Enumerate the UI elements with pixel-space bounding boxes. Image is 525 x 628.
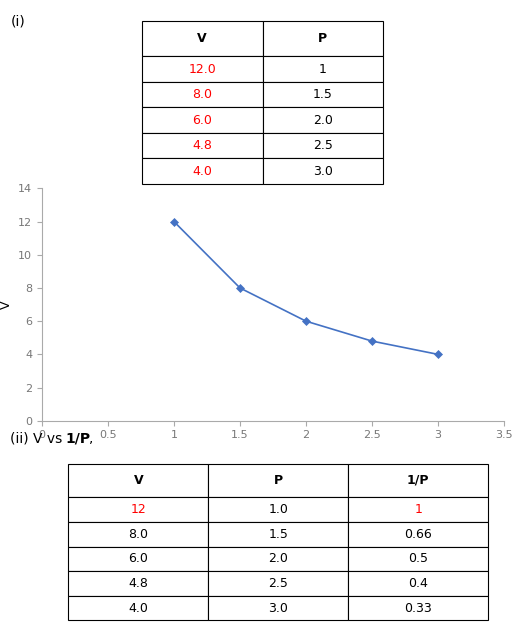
Text: 1.0: 1.0 bbox=[268, 503, 288, 516]
Text: 3.0: 3.0 bbox=[268, 602, 288, 615]
Text: 2.0: 2.0 bbox=[313, 114, 333, 126]
FancyBboxPatch shape bbox=[348, 497, 488, 522]
FancyBboxPatch shape bbox=[142, 158, 262, 184]
FancyBboxPatch shape bbox=[262, 82, 383, 107]
Text: 8.0: 8.0 bbox=[128, 528, 148, 541]
Text: 1.5: 1.5 bbox=[268, 528, 288, 541]
Text: V: V bbox=[197, 32, 207, 45]
Text: ,: , bbox=[89, 431, 93, 445]
FancyBboxPatch shape bbox=[348, 546, 488, 571]
Text: 6.0: 6.0 bbox=[192, 114, 212, 126]
Text: 4.0: 4.0 bbox=[192, 165, 212, 178]
FancyBboxPatch shape bbox=[348, 463, 488, 497]
Text: 1: 1 bbox=[414, 503, 422, 516]
Text: 2.0: 2.0 bbox=[268, 553, 288, 565]
FancyBboxPatch shape bbox=[208, 497, 348, 522]
FancyBboxPatch shape bbox=[262, 158, 383, 184]
FancyBboxPatch shape bbox=[142, 133, 262, 158]
FancyBboxPatch shape bbox=[262, 57, 383, 82]
Text: 1/P: 1/P bbox=[407, 474, 429, 487]
FancyBboxPatch shape bbox=[208, 546, 348, 571]
Text: 1/P: 1/P bbox=[66, 431, 91, 445]
FancyBboxPatch shape bbox=[68, 463, 208, 497]
FancyBboxPatch shape bbox=[208, 596, 348, 620]
Text: 8.0: 8.0 bbox=[192, 88, 212, 101]
FancyBboxPatch shape bbox=[262, 21, 383, 57]
FancyBboxPatch shape bbox=[262, 107, 383, 133]
FancyBboxPatch shape bbox=[142, 21, 262, 57]
FancyBboxPatch shape bbox=[68, 596, 208, 620]
Text: 0.33: 0.33 bbox=[404, 602, 432, 615]
FancyBboxPatch shape bbox=[208, 522, 348, 546]
Text: P: P bbox=[274, 474, 283, 487]
Text: 12.0: 12.0 bbox=[188, 63, 216, 75]
Text: 0.66: 0.66 bbox=[404, 528, 432, 541]
FancyBboxPatch shape bbox=[348, 571, 488, 596]
Text: 6.0: 6.0 bbox=[128, 553, 148, 565]
FancyBboxPatch shape bbox=[348, 596, 488, 620]
FancyBboxPatch shape bbox=[68, 571, 208, 596]
FancyBboxPatch shape bbox=[142, 57, 262, 82]
FancyBboxPatch shape bbox=[262, 133, 383, 158]
Text: 0.4: 0.4 bbox=[408, 577, 428, 590]
FancyBboxPatch shape bbox=[68, 522, 208, 546]
Text: 3.0: 3.0 bbox=[313, 165, 333, 178]
Text: 2.5: 2.5 bbox=[268, 577, 288, 590]
Text: 1.5: 1.5 bbox=[313, 88, 333, 101]
Text: 4.8: 4.8 bbox=[128, 577, 148, 590]
Text: 0.5: 0.5 bbox=[408, 553, 428, 565]
FancyBboxPatch shape bbox=[208, 571, 348, 596]
Text: 4.0: 4.0 bbox=[128, 602, 148, 615]
Y-axis label: V: V bbox=[0, 300, 13, 309]
Text: (ii) V vs: (ii) V vs bbox=[10, 431, 67, 445]
Text: 12: 12 bbox=[130, 503, 146, 516]
Text: 4.8: 4.8 bbox=[192, 139, 212, 152]
FancyBboxPatch shape bbox=[142, 107, 262, 133]
Text: 2.5: 2.5 bbox=[313, 139, 333, 152]
FancyBboxPatch shape bbox=[348, 522, 488, 546]
FancyBboxPatch shape bbox=[68, 497, 208, 522]
Text: V: V bbox=[133, 474, 143, 487]
Text: (i): (i) bbox=[10, 14, 25, 28]
FancyBboxPatch shape bbox=[68, 546, 208, 571]
Text: 1: 1 bbox=[319, 63, 327, 75]
FancyBboxPatch shape bbox=[142, 82, 262, 107]
Text: P: P bbox=[318, 32, 328, 45]
FancyBboxPatch shape bbox=[208, 463, 348, 497]
